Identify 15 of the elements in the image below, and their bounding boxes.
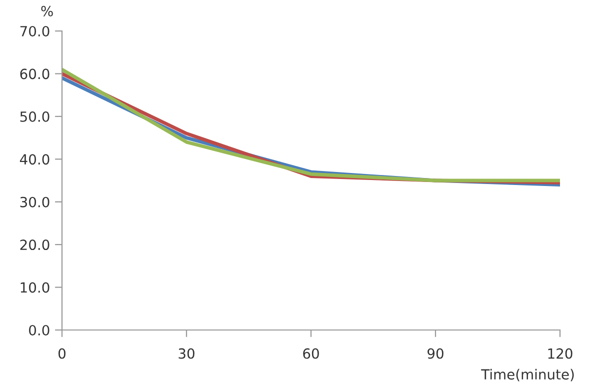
x-tick-label: 90 <box>428 348 444 359</box>
y-tick-label: 40.0 <box>20 154 50 165</box>
y-tick-label: 70.0 <box>20 26 50 36</box>
y-tick-label: 0.0 <box>29 324 50 336</box>
y-tick-label: 30.0 <box>20 196 50 208</box>
x-tick-label: 30 <box>178 348 194 359</box>
x-axis-title: Time(minute) <box>481 368 574 382</box>
x-tick-label: 120 <box>548 348 572 359</box>
y-tick-label: 20.0 <box>20 240 50 250</box>
y-tick-label: 50.0 <box>20 111 50 122</box>
y-axis-title: % <box>41 6 53 16</box>
y-tick-label: 60.0 <box>20 68 50 80</box>
x-tick-label: 60 <box>303 348 319 359</box>
y-tick-label: 10.0 <box>20 282 50 293</box>
x-tick-label: 0 <box>58 348 66 359</box>
